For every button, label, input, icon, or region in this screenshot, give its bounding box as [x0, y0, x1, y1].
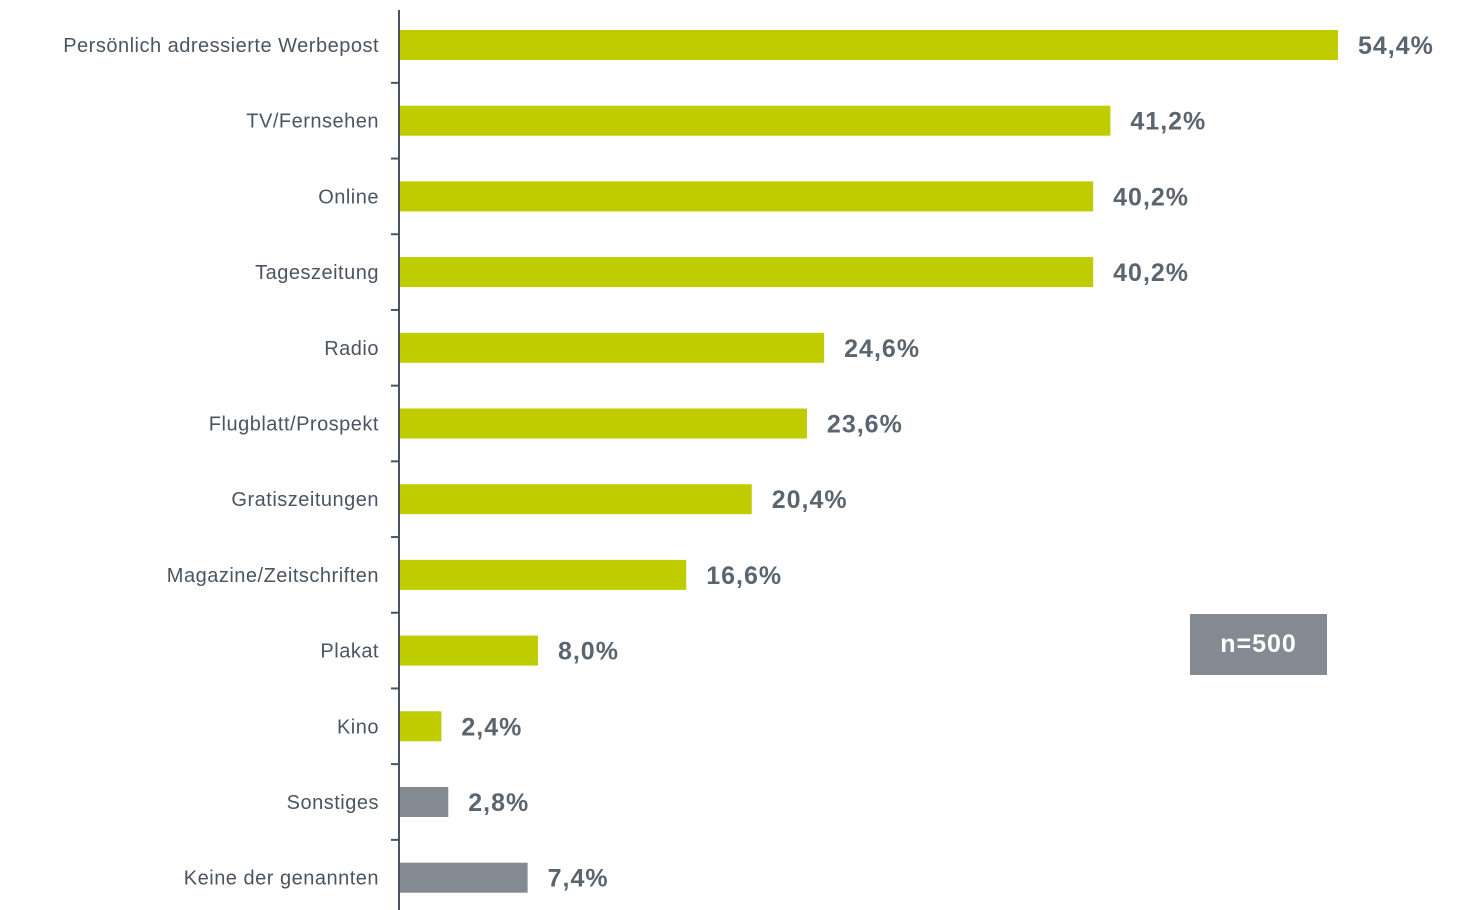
category-label-2: Online — [318, 186, 379, 208]
bar-6 — [400, 484, 752, 515]
category-label-3: Tageszeitung — [255, 262, 379, 284]
y-axis — [391, 10, 400, 910]
value-label-0: 54,4% — [1358, 32, 1434, 60]
value-label-3: 40,2% — [1113, 259, 1189, 287]
value-label-5: 23,6% — [827, 411, 903, 439]
bar-10 — [400, 787, 449, 817]
bar-1 — [400, 105, 1111, 136]
category-labels-group: Persönlich adressierte Werbepost TV/Ferns… — [63, 35, 379, 890]
category-label-11: Keine der genannten — [184, 868, 379, 890]
category-label-1: TV/Fernsehen — [246, 111, 379, 133]
category-label-4: Radio — [324, 338, 379, 360]
category-label-9: Kino — [337, 716, 379, 738]
value-label-7: 16,6% — [706, 562, 782, 590]
value-label-2: 40,2% — [1113, 183, 1189, 211]
sample-size-badge: n=500 — [1190, 614, 1327, 675]
sample-size-text: n=500 — [1220, 630, 1297, 658]
value-label-9: 2,4% — [461, 713, 522, 741]
category-label-6: Gratiszeitungen — [231, 489, 379, 511]
category-label-5: Flugblatt/Prospekt — [209, 414, 379, 436]
bar-2 — [400, 181, 1094, 212]
bar-8 — [400, 635, 538, 666]
bar-3 — [400, 257, 1094, 288]
bar-7 — [400, 559, 687, 590]
bar-11 — [400, 862, 528, 893]
bar-5 — [400, 408, 807, 439]
bar-0 — [400, 30, 1338, 60]
value-label-6: 20,4% — [772, 486, 848, 514]
category-label-7: Magazine/Zeitschriften — [167, 565, 379, 587]
value-label-4: 24,6% — [844, 335, 920, 363]
category-label-8: Plakat — [320, 641, 379, 663]
bar-9 — [400, 711, 442, 742]
category-label-10: Sonstiges — [287, 792, 379, 814]
bar-4 — [400, 332, 825, 363]
value-label-1: 41,2% — [1130, 108, 1206, 136]
category-label-0: Persönlich adressierte Werbepost — [63, 35, 379, 57]
value-label-8: 8,0% — [558, 638, 619, 666]
value-label-11: 7,4% — [548, 865, 609, 893]
value-labels-group: 54,4% 41,2% 40,2% 40,2% 24,6% 23,6% 20,4% 16,6%… — [461, 32, 1434, 893]
value-label-10: 2,8% — [468, 789, 529, 817]
bars-group — [400, 30, 1338, 893]
